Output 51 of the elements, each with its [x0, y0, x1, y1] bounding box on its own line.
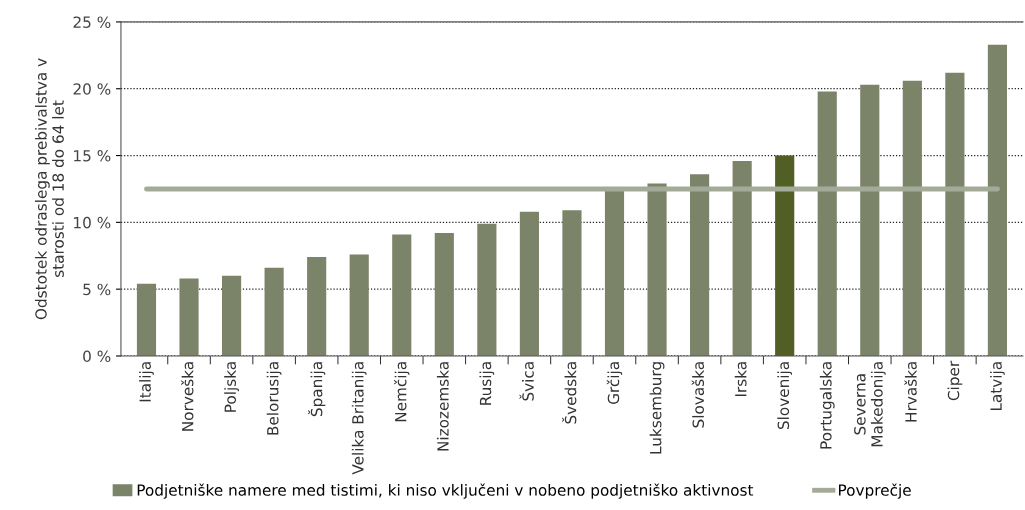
x-tick-label: Rusija	[479, 362, 495, 405]
x-tick-label: Italija	[139, 362, 154, 402]
legend-label: Podjetniške namere med tistimi, ki niso vključeni v nobeno podjetniško aktivnost	[137, 483, 754, 499]
bar	[690, 174, 710, 356]
y-tick-label: 25 %	[73, 16, 111, 28]
x-tick-label: Švedska	[562, 362, 577, 424]
bar	[136, 283, 157, 356]
bar	[434, 233, 454, 356]
y-tick-label: 10 %	[74, 216, 111, 229]
bar	[307, 257, 327, 356]
bar	[817, 91, 837, 356]
y-axis-title: Odstotek odraslega prebivalstva v starosti od 18 do 64 let	[34, 58, 64, 320]
bar	[604, 190, 625, 356]
x-tick-label: Velika Britanija	[351, 362, 367, 475]
y-tick-label: 0 %	[83, 350, 111, 362]
bar	[987, 44, 1007, 356]
x-tick-label: Hrvaška	[904, 362, 917, 422]
bar	[902, 80, 922, 356]
x-tick-label: Grčija	[606, 362, 623, 405]
bar	[775, 155, 795, 356]
bar	[264, 267, 284, 356]
bar	[732, 160, 752, 356]
x-tick-label: Nizozemska	[436, 362, 449, 451]
x-tick-label: Severna Makedonija	[854, 362, 886, 447]
bar	[647, 183, 667, 356]
x-tick-label: Poljska	[224, 362, 239, 412]
bar	[477, 223, 497, 356]
x-tick-label: Nemčija	[394, 362, 410, 422]
x-tick-label: Slovaška	[691, 362, 705, 428]
bar	[392, 234, 412, 356]
bar	[860, 84, 880, 356]
x-tick-label: Belorusija	[266, 362, 282, 435]
x-tick-label: Portugalska	[819, 362, 835, 449]
x-tick-label: Slovenija	[777, 362, 793, 430]
bar	[179, 278, 199, 356]
x-tick-label: Španija	[308, 362, 326, 417]
legend-label: Povprečje	[839, 483, 911, 499]
x-tick-label: Švica	[519, 362, 534, 401]
bar	[562, 210, 582, 356]
bar	[945, 72, 965, 356]
x-tick-label: Ciper	[947, 360, 963, 401]
y-tick-label: 20 %	[73, 83, 111, 95]
x-tick-label: Luksemburg	[649, 362, 665, 454]
bar	[349, 254, 369, 356]
y-tick-label: 15 %	[74, 150, 111, 162]
bar	[519, 211, 539, 356]
x-tick-label: Latvija	[990, 362, 1005, 411]
x-tick-label: Norveška	[181, 362, 194, 431]
x-tick-label: Irska	[734, 362, 747, 397]
y-tick-label: 5 %	[83, 283, 111, 296]
bar	[222, 275, 242, 356]
